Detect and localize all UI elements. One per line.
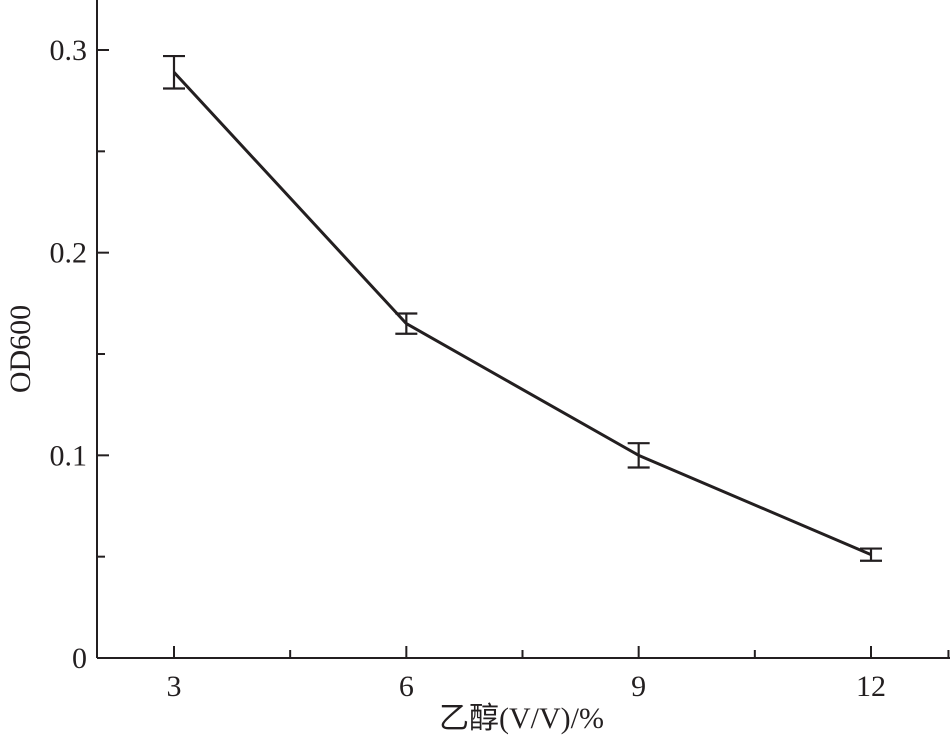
x-tick-label: 12: [856, 670, 886, 703]
error-bar: [395, 312, 418, 335]
error-bar: [627, 442, 650, 469]
x-tick-label: 9: [631, 670, 646, 703]
x-axis-title: 乙醇(V/V)/%: [439, 702, 604, 735]
tick-labels: 3 6 9 12 0 0.1 0.2 0.3: [50, 34, 887, 703]
series-line: [172, 71, 872, 557]
y-tick-label: 0.3: [50, 34, 88, 67]
x-tick-label: 6: [399, 670, 414, 703]
y-axis-title: OD600: [4, 305, 37, 393]
y-tick-label: 0.1: [50, 439, 88, 472]
error-bar: [860, 547, 882, 562]
y-tick-label: 0.2: [50, 237, 88, 270]
y-tick-label: 0: [72, 642, 87, 675]
series-group: [163, 54, 882, 562]
error-bar: [163, 54, 185, 90]
axes: [96, 0, 950, 659]
ticks: [97, 49, 950, 659]
x-tick-label: 3: [167, 670, 182, 703]
